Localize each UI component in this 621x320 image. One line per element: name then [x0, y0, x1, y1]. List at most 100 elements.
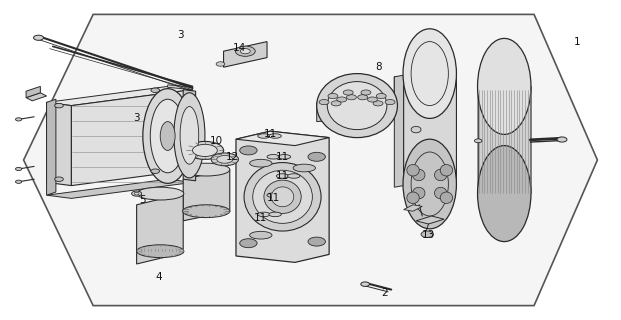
Ellipse shape — [258, 134, 270, 138]
Ellipse shape — [407, 192, 419, 204]
Ellipse shape — [240, 239, 257, 248]
Text: 3: 3 — [177, 30, 183, 40]
Ellipse shape — [421, 231, 433, 237]
Ellipse shape — [319, 100, 329, 105]
Polygon shape — [224, 42, 267, 67]
Text: 12: 12 — [226, 152, 240, 162]
Text: 11: 11 — [263, 129, 277, 140]
Ellipse shape — [412, 169, 425, 181]
Ellipse shape — [407, 164, 419, 176]
Ellipse shape — [235, 46, 255, 56]
Text: 11: 11 — [276, 152, 289, 162]
Ellipse shape — [368, 97, 378, 102]
Polygon shape — [47, 102, 71, 186]
Text: 5: 5 — [140, 195, 146, 205]
Polygon shape — [47, 86, 193, 106]
Ellipse shape — [474, 139, 482, 143]
Polygon shape — [404, 74, 456, 186]
Text: 13: 13 — [422, 230, 435, 240]
Ellipse shape — [240, 49, 250, 54]
Ellipse shape — [180, 107, 199, 164]
Polygon shape — [317, 99, 357, 122]
Ellipse shape — [403, 29, 456, 118]
Polygon shape — [71, 90, 193, 186]
Ellipse shape — [193, 144, 217, 156]
Ellipse shape — [174, 93, 205, 178]
Ellipse shape — [327, 82, 387, 130]
Text: 10: 10 — [209, 136, 223, 146]
Ellipse shape — [216, 62, 225, 66]
Ellipse shape — [337, 97, 347, 102]
Text: 3: 3 — [134, 113, 140, 124]
Ellipse shape — [293, 164, 315, 172]
Text: 11: 11 — [266, 193, 280, 204]
Ellipse shape — [308, 152, 325, 161]
Polygon shape — [183, 170, 230, 221]
Ellipse shape — [267, 193, 279, 197]
Ellipse shape — [16, 118, 22, 121]
Ellipse shape — [276, 174, 289, 178]
Ellipse shape — [137, 245, 184, 258]
Ellipse shape — [478, 146, 531, 242]
Polygon shape — [404, 205, 422, 211]
Ellipse shape — [160, 122, 175, 150]
Ellipse shape — [308, 237, 325, 246]
Ellipse shape — [269, 212, 281, 217]
Ellipse shape — [217, 156, 233, 163]
Polygon shape — [26, 93, 47, 101]
Ellipse shape — [385, 100, 395, 105]
Ellipse shape — [269, 134, 281, 138]
Ellipse shape — [16, 167, 22, 171]
Ellipse shape — [183, 163, 230, 176]
Ellipse shape — [267, 155, 279, 159]
Ellipse shape — [288, 174, 300, 178]
Ellipse shape — [361, 90, 371, 95]
Ellipse shape — [403, 139, 456, 229]
Ellipse shape — [55, 103, 63, 108]
Polygon shape — [47, 99, 56, 195]
Ellipse shape — [343, 90, 353, 95]
Text: 1: 1 — [574, 36, 581, 47]
Polygon shape — [183, 90, 196, 181]
Ellipse shape — [250, 231, 272, 239]
Ellipse shape — [411, 126, 421, 133]
Ellipse shape — [435, 169, 447, 181]
Ellipse shape — [143, 89, 193, 183]
Ellipse shape — [373, 101, 383, 106]
Ellipse shape — [151, 88, 160, 92]
Ellipse shape — [253, 170, 312, 223]
Ellipse shape — [412, 187, 425, 199]
Text: 8: 8 — [376, 62, 382, 72]
Ellipse shape — [358, 95, 368, 100]
Ellipse shape — [211, 153, 238, 166]
Ellipse shape — [331, 101, 341, 106]
Polygon shape — [137, 194, 183, 264]
Ellipse shape — [478, 38, 531, 134]
Ellipse shape — [150, 99, 185, 173]
Ellipse shape — [271, 187, 294, 207]
Ellipse shape — [34, 35, 43, 40]
Ellipse shape — [328, 93, 338, 99]
Ellipse shape — [240, 146, 257, 155]
Polygon shape — [394, 75, 404, 187]
Polygon shape — [394, 74, 456, 106]
Ellipse shape — [151, 169, 160, 173]
Polygon shape — [416, 216, 444, 224]
Ellipse shape — [250, 159, 272, 167]
Ellipse shape — [186, 141, 224, 159]
Ellipse shape — [16, 180, 22, 183]
Ellipse shape — [183, 205, 230, 218]
Text: 4: 4 — [155, 272, 161, 282]
Polygon shape — [26, 86, 40, 98]
Text: 11: 11 — [276, 171, 289, 181]
Ellipse shape — [435, 187, 447, 199]
Ellipse shape — [264, 180, 301, 213]
Polygon shape — [47, 179, 193, 198]
Ellipse shape — [55, 177, 63, 181]
Ellipse shape — [361, 282, 369, 286]
Ellipse shape — [137, 187, 184, 200]
Ellipse shape — [132, 191, 142, 196]
Ellipse shape — [244, 163, 321, 231]
Ellipse shape — [278, 155, 291, 159]
Ellipse shape — [317, 74, 397, 138]
